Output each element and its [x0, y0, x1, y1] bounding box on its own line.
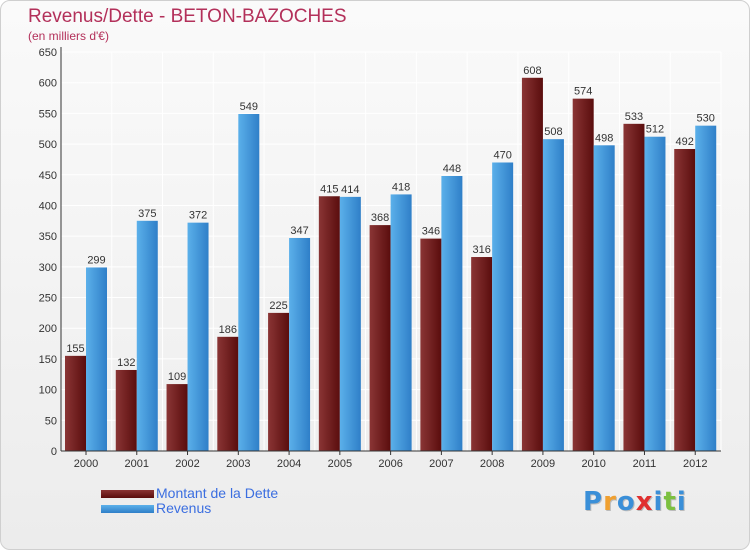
y-tick-label: 150 [39, 354, 57, 366]
bar-debt [369, 225, 391, 451]
data-label-revenue: 418 [392, 181, 410, 193]
logo-letter: i [676, 487, 687, 517]
x-tick-label: 2010 [581, 458, 605, 470]
x-tick-label: 2002 [175, 458, 199, 470]
bar-revenue [542, 139, 564, 452]
y-tick-label: 500 [39, 139, 57, 151]
data-label-revenue: 299 [87, 254, 105, 266]
data-label-debt: 608 [523, 65, 541, 77]
bar-revenue [187, 222, 209, 451]
y-tick-label: 600 [39, 78, 57, 90]
data-label-revenue: 372 [189, 210, 207, 222]
bar-debt [572, 98, 594, 451]
data-label-debt: 225 [269, 300, 287, 312]
bar-revenue [238, 113, 260, 451]
y-tick-label: 650 [39, 47, 57, 59]
bar-revenue [441, 175, 463, 451]
bar-revenue [390, 194, 412, 452]
proxiti-logo: Proxiti [583, 487, 687, 517]
bar-debt [471, 257, 493, 451]
y-tick-label: 450 [39, 170, 57, 182]
legend-swatch-revenue [101, 505, 154, 513]
chart-title: Revenus/Dette - BETON-BAZOCHES [28, 6, 347, 27]
bar-debt [623, 123, 645, 451]
logo-letter: i [653, 487, 664, 517]
data-label-revenue: 448 [443, 163, 461, 175]
data-label-debt: 368 [371, 212, 389, 224]
bar-revenue [289, 237, 311, 451]
y-tick-label: 200 [39, 323, 57, 335]
data-label-revenue: 530 [697, 113, 715, 125]
x-tick-label: 2008 [480, 458, 504, 470]
data-label-debt: 533 [625, 111, 643, 123]
bar-revenue [136, 220, 158, 451]
bar-revenue [695, 125, 717, 452]
y-tick-label: 50 [45, 415, 57, 427]
x-tick-label: 2007 [429, 458, 453, 470]
bar-debt [268, 312, 290, 451]
x-tick-label: 2005 [328, 458, 352, 470]
bar-revenue [339, 196, 361, 451]
bar-debt [217, 336, 239, 451]
bar-debt [318, 196, 340, 451]
bar-debt [521, 77, 543, 451]
legend-label-debt: Montant de la Dette [156, 485, 279, 501]
x-tick-label: 2009 [531, 458, 555, 470]
bar-revenue [644, 136, 666, 452]
y-tick-label: 0 [51, 446, 57, 458]
data-label-revenue: 512 [646, 124, 664, 136]
logo-letter: t [663, 487, 677, 517]
logo-letter: o [616, 487, 636, 517]
chart-subtitle: (en milliers d'€) [28, 29, 109, 43]
data-label-revenue: 375 [138, 208, 156, 220]
logo-letter: x [635, 487, 654, 517]
data-label-debt: 186 [219, 324, 237, 336]
y-tick-label: 300 [39, 262, 57, 274]
data-label-debt: 492 [676, 136, 694, 148]
logo-letter: r [603, 487, 617, 517]
bar-debt [65, 355, 86, 451]
y-tick-label: 400 [39, 200, 57, 212]
data-label-debt: 346 [422, 226, 440, 238]
data-label-revenue: 508 [544, 126, 562, 138]
data-label-debt: 132 [117, 357, 135, 369]
data-label-debt: 574 [574, 86, 592, 98]
legend-swatch-debt [101, 490, 154, 498]
bar-debt [674, 148, 696, 452]
y-tick-label: 100 [39, 385, 57, 397]
logo-letter: P [583, 487, 604, 517]
data-label-revenue: 498 [595, 132, 613, 144]
data-label-debt: 316 [472, 244, 490, 256]
bar-revenue [492, 162, 514, 451]
data-label-debt: 415 [320, 183, 338, 195]
x-tick-label: 2003 [226, 458, 250, 470]
bar-debt [115, 369, 137, 451]
x-tick-label: 2011 [633, 458, 657, 470]
data-label-revenue: 414 [341, 184, 359, 196]
x-tick-label: 2000 [74, 458, 98, 470]
data-label-revenue: 470 [493, 149, 511, 161]
bar-revenue [593, 145, 615, 451]
bar-debt [166, 384, 188, 451]
y-tick-label: 250 [39, 293, 57, 305]
data-label-debt: 109 [168, 371, 186, 383]
x-tick-label: 2004 [277, 458, 301, 470]
bar-revenue [86, 267, 107, 451]
data-label-debt: 155 [66, 343, 84, 355]
data-label-revenue: 347 [290, 225, 308, 237]
y-tick-label: 350 [39, 231, 57, 243]
x-tick-label: 2012 [683, 458, 707, 470]
x-tick-label: 2001 [125, 458, 149, 470]
legend-label-revenue: Revenus [156, 500, 212, 516]
y-tick-label: 550 [39, 108, 57, 120]
x-tick-label: 2006 [378, 458, 402, 470]
data-label-revenue: 549 [240, 101, 258, 113]
bar-debt [420, 238, 442, 451]
